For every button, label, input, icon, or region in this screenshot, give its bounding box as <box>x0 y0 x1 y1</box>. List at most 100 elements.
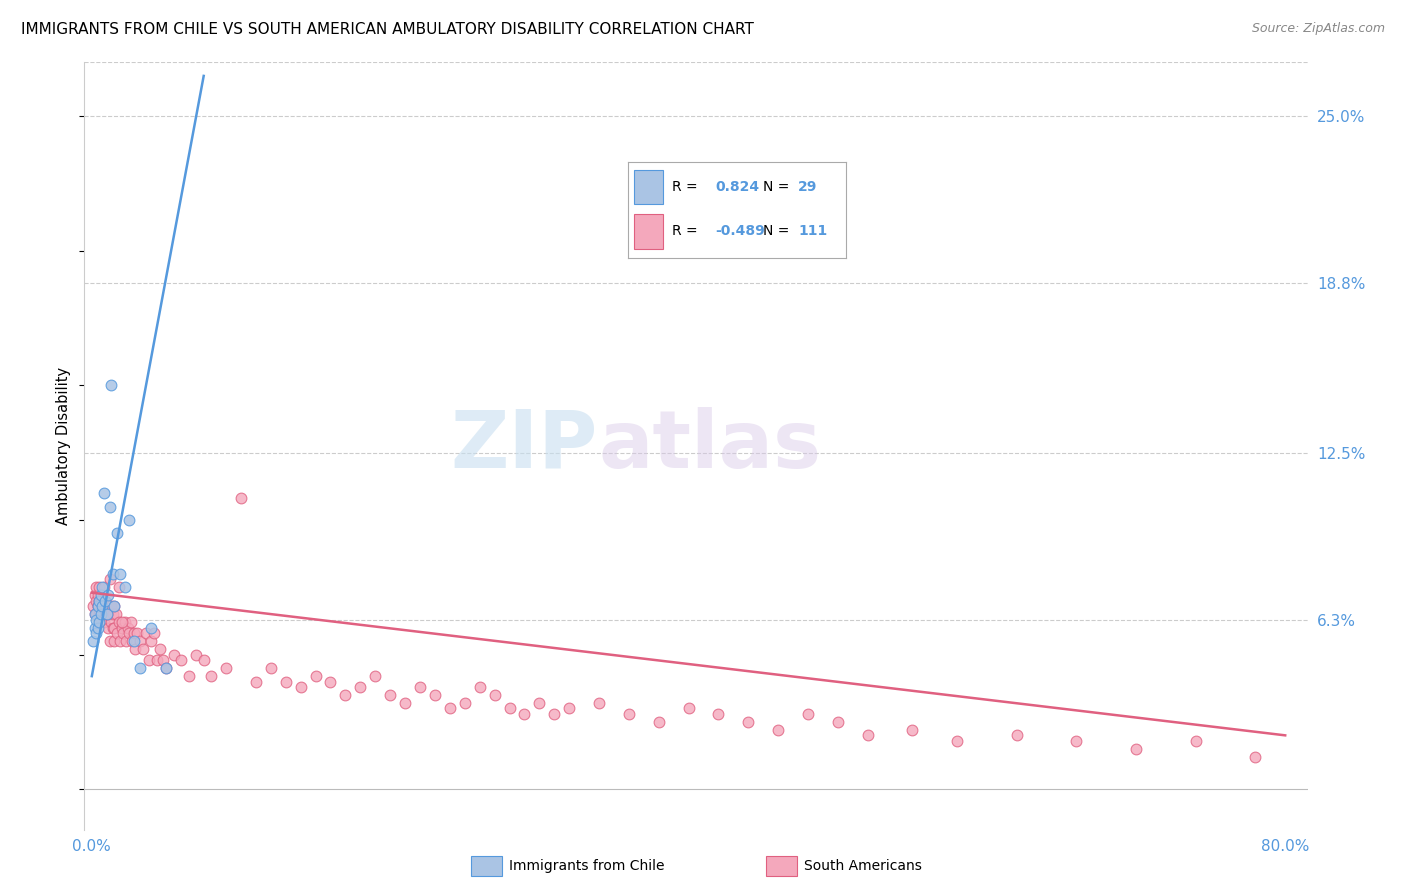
Point <box>122 634 145 648</box>
Point <box>141 621 163 635</box>
Point <box>84 607 107 622</box>
Point <box>96 607 118 622</box>
Point <box>87 621 110 635</box>
Point <box>290 680 312 694</box>
Point <box>93 580 115 594</box>
Text: R =: R = <box>672 180 697 194</box>
Point <box>797 706 820 721</box>
Point <box>84 594 107 608</box>
Text: South Americans: South Americans <box>804 859 922 873</box>
Text: N =: N = <box>763 224 789 238</box>
Point <box>131 642 153 657</box>
Point <box>97 588 120 602</box>
Point <box>89 594 111 608</box>
Point <box>617 706 640 721</box>
Point <box>146 653 169 667</box>
Point <box>678 701 700 715</box>
Point <box>737 714 759 729</box>
Point <box>138 653 160 667</box>
Point <box>98 599 121 614</box>
Point <box>83 607 105 622</box>
Point <box>319 674 342 689</box>
Point <box>91 594 114 608</box>
Point <box>103 621 125 635</box>
Point <box>513 706 536 721</box>
Point <box>107 580 129 594</box>
Point <box>558 701 581 715</box>
Text: 0.824: 0.824 <box>716 180 759 194</box>
Point <box>89 594 111 608</box>
Point <box>118 513 141 527</box>
Point <box>409 680 432 694</box>
Point <box>97 607 120 622</box>
Point <box>87 599 110 614</box>
Point <box>87 588 110 602</box>
Point <box>83 588 105 602</box>
Point <box>89 615 111 630</box>
Point <box>498 701 520 715</box>
Point <box>1005 728 1028 742</box>
Point <box>108 566 131 581</box>
Point <box>103 634 125 648</box>
Point <box>394 696 416 710</box>
Point <box>101 607 124 622</box>
Point <box>103 599 125 614</box>
Point <box>186 648 208 662</box>
Point <box>101 621 124 635</box>
Point <box>82 634 104 648</box>
Point <box>707 706 730 721</box>
Point <box>104 607 127 622</box>
Text: 29: 29 <box>799 180 817 194</box>
Point <box>101 566 124 581</box>
Text: Immigrants from Chile: Immigrants from Chile <box>509 859 665 873</box>
Point <box>543 706 565 721</box>
Text: -0.489: -0.489 <box>716 224 765 238</box>
Point <box>143 626 166 640</box>
Point <box>856 728 879 742</box>
Point <box>112 626 135 640</box>
Point <box>200 669 222 683</box>
Point <box>94 594 117 608</box>
Point <box>90 599 112 614</box>
Point <box>89 580 111 594</box>
Point <box>98 572 121 586</box>
Point <box>170 653 193 667</box>
Point <box>1125 741 1147 756</box>
FancyBboxPatch shape <box>634 214 662 249</box>
Point <box>90 594 112 608</box>
Point <box>96 607 118 622</box>
Point <box>1184 733 1206 747</box>
Point <box>111 621 134 635</box>
Text: 111: 111 <box>799 224 827 238</box>
FancyBboxPatch shape <box>634 169 662 204</box>
Point <box>108 634 131 648</box>
Point <box>83 621 105 635</box>
Text: atlas: atlas <box>598 407 821 485</box>
Point <box>84 580 107 594</box>
Point <box>647 714 669 729</box>
Point <box>103 599 125 614</box>
Point <box>93 615 115 630</box>
Point <box>91 580 114 594</box>
Point <box>114 615 136 630</box>
Point <box>100 615 122 630</box>
Point <box>1066 733 1088 747</box>
Point <box>215 661 238 675</box>
Point <box>90 607 112 622</box>
Point <box>274 674 297 689</box>
Point <box>128 634 150 648</box>
Point <box>946 733 969 747</box>
Point <box>100 599 122 614</box>
Point <box>155 661 177 675</box>
Point <box>155 661 177 675</box>
Point <box>111 615 134 630</box>
Point <box>114 580 136 594</box>
Point <box>349 680 371 694</box>
Point <box>121 634 143 648</box>
Point <box>105 626 128 640</box>
Point <box>93 486 115 500</box>
Point <box>1244 750 1267 764</box>
Point <box>827 714 849 729</box>
Point <box>141 634 163 648</box>
Point <box>96 599 118 614</box>
